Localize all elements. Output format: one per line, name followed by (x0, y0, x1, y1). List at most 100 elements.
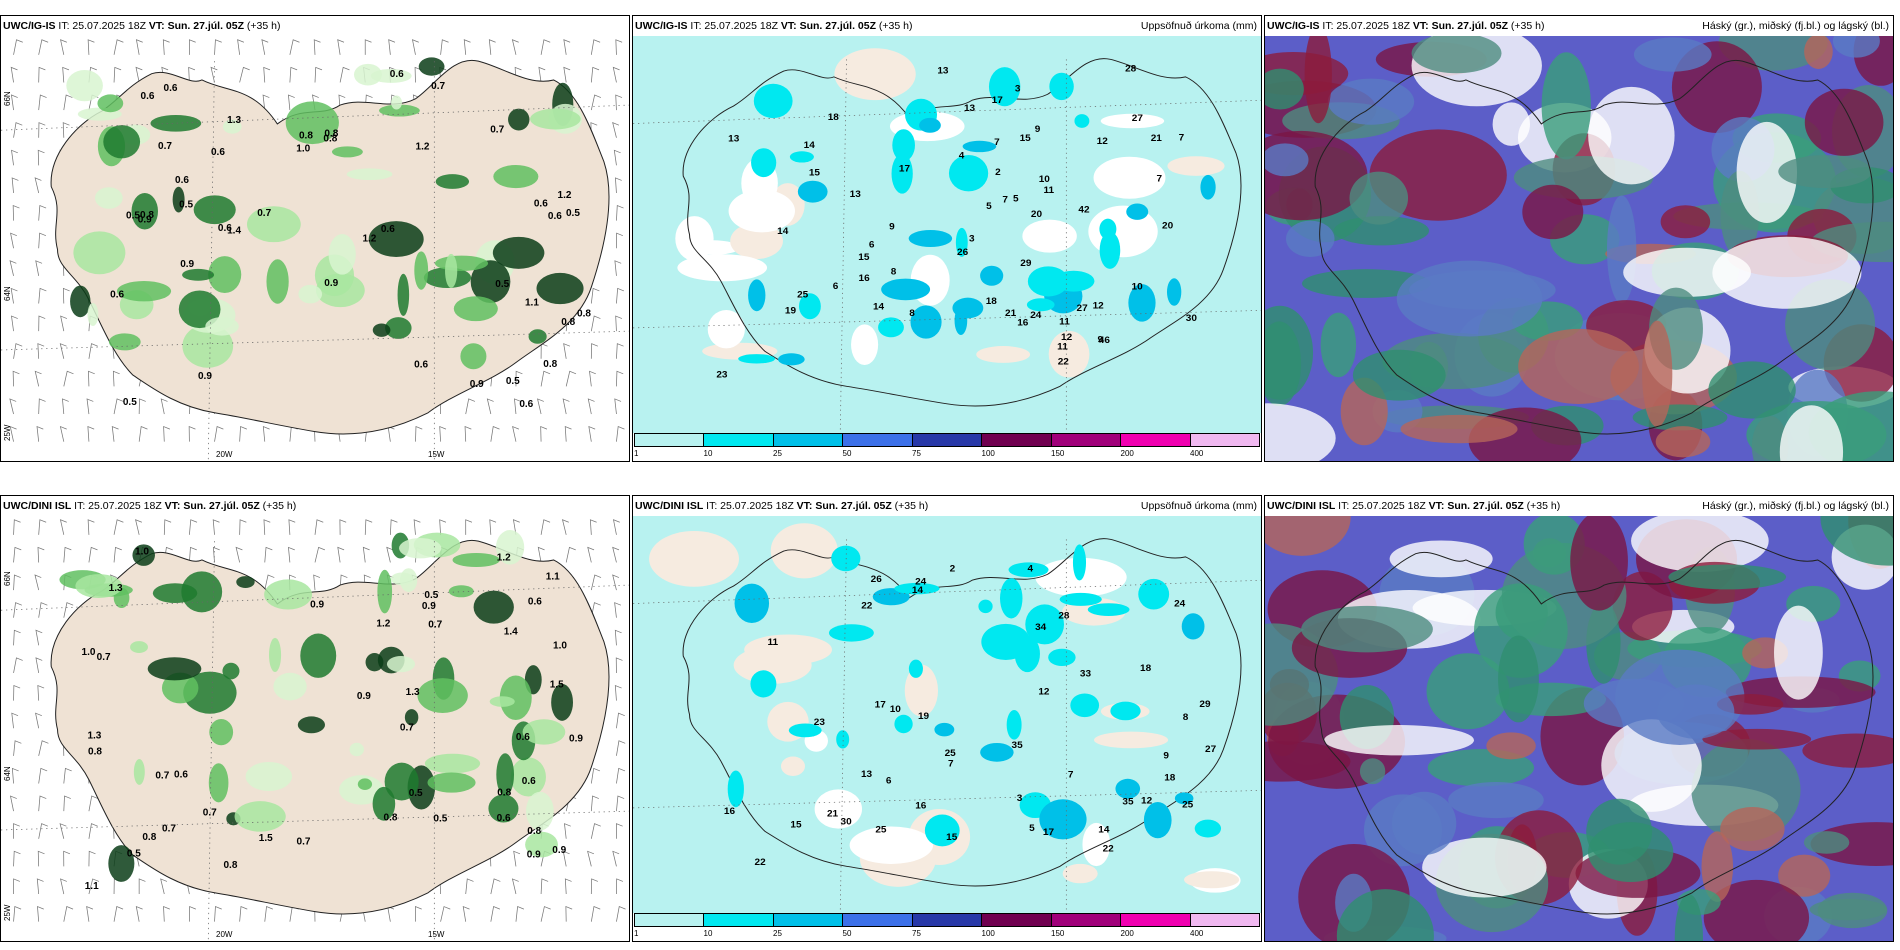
wind-barb (35, 657, 43, 674)
value-label: 0.5 (506, 376, 520, 387)
wind-barb (11, 177, 19, 194)
cloud-cell (1336, 889, 1434, 941)
precip-cell (384, 762, 419, 801)
cloud-cell (1631, 516, 1769, 572)
value-label: 1.5 (550, 679, 564, 690)
wind-barb (515, 370, 523, 387)
precip-cell (273, 672, 307, 701)
value-label: 0.8 (561, 317, 575, 328)
value-label: 14 (777, 226, 789, 237)
valid-time: VT: Sun. 27.júl. 05Z (164, 500, 260, 512)
value-label: 18 (986, 297, 998, 308)
cloud-cell (1541, 52, 1591, 160)
value-label: 12 (1093, 301, 1104, 312)
precip-cell (828, 624, 874, 642)
value-label: 0.9 (422, 601, 436, 612)
graticule-line (839, 59, 847, 433)
wind-barb (86, 905, 94, 922)
wind-barb (565, 906, 573, 922)
value-label: 21 (1005, 308, 1017, 319)
value-label: 0.6 (390, 69, 404, 80)
wind-barb (386, 546, 394, 563)
wind-barb (163, 519, 172, 535)
value-label: 0.8 (299, 130, 313, 141)
precip-cell (1026, 298, 1055, 312)
value-label: 17 (992, 95, 1003, 106)
value-label: 7 (1157, 174, 1163, 185)
map-canvas (1265, 516, 1893, 941)
precip-cell (1074, 114, 1090, 128)
value-label: 26 (871, 574, 883, 585)
colorbar-tick: 150 (1051, 449, 1065, 458)
precip-cell (894, 582, 940, 595)
wind-barb (37, 684, 45, 701)
dry-area (675, 216, 714, 261)
wind-barb (339, 519, 347, 535)
wind-barb (112, 370, 120, 387)
value-label: 0.8 (384, 813, 398, 824)
value-label: 8 (1183, 712, 1189, 723)
cloud-cell (1349, 171, 1409, 225)
wind-barb (88, 878, 100, 895)
value-label: 1.2 (497, 553, 511, 564)
cloud-cell (1486, 732, 1536, 760)
precip-cell (734, 583, 770, 624)
precip-cell (435, 174, 470, 189)
wind-barb (540, 878, 549, 895)
precip-colorbar: 1 10 25 50 75 100 150 200 400 (633, 431, 1261, 461)
colorbar-swatch (843, 914, 913, 926)
cloud-cell (1809, 898, 1887, 921)
dry-area (849, 826, 934, 864)
graticule-line (633, 790, 1261, 809)
precip-cell (495, 530, 525, 565)
dry-area (1100, 113, 1165, 129)
value-label: 13 (937, 66, 949, 77)
precip-cell (1174, 792, 1194, 805)
value-label: 0.7 (162, 824, 176, 835)
value-label: 24 (915, 577, 927, 588)
wind-barb (465, 398, 476, 415)
valid-time: VT: Sun. 27.júl. 05Z (148, 20, 245, 32)
precip-cell (1099, 218, 1117, 240)
precip-cell (1128, 284, 1156, 322)
value-label: 22 (1103, 844, 1114, 855)
precip-cell (753, 83, 793, 119)
precip-cell (365, 653, 384, 672)
graticule-line (839, 539, 847, 913)
dry-area (649, 531, 740, 587)
value-label: 16 (1017, 318, 1029, 329)
wind-barb (362, 546, 370, 563)
wind-barb (38, 232, 47, 249)
cloud-cell (1702, 728, 1812, 750)
wind-barb (564, 878, 572, 895)
cloud-cell (1701, 831, 1734, 902)
wind-barb (314, 546, 326, 563)
value-label: 29 (1020, 258, 1032, 269)
precip-cell (528, 329, 547, 344)
wind-barb (239, 519, 247, 535)
precip-cell (339, 775, 384, 805)
wind-barb (616, 287, 625, 304)
value-label: 18 (1164, 773, 1176, 784)
wind-barb (13, 343, 23, 359)
wind-barb (415, 906, 422, 922)
precip-cell (300, 633, 337, 678)
value-label: 11 (1057, 342, 1068, 353)
wind-barb (612, 66, 620, 83)
value-label: 0.5 (495, 279, 509, 290)
wind-barb (113, 906, 124, 922)
value-label: 11 (1043, 185, 1054, 196)
colorbar-tick: 25 (773, 929, 782, 938)
model-name: UWC/DINI ISL (1267, 500, 1336, 512)
wind-barb (60, 878, 67, 895)
wind-barb (614, 260, 622, 276)
graticule-line (1, 584, 629, 611)
value-label: 29 (1199, 700, 1211, 711)
wind-barb (88, 795, 99, 812)
precip-cell (894, 714, 913, 734)
wind-barb (440, 39, 449, 55)
cloud-cell (1411, 36, 1502, 74)
value-label: 0.6 (534, 199, 548, 210)
wind-barb (540, 370, 551, 387)
precip-cell (132, 544, 155, 566)
